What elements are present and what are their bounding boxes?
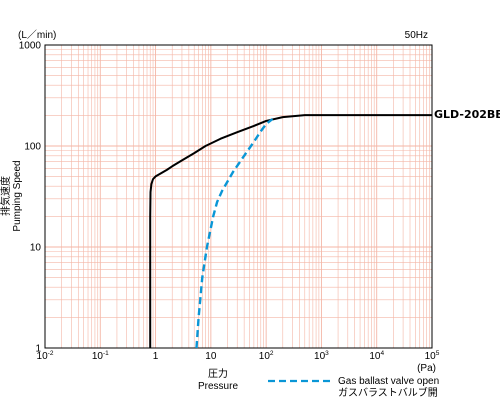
- x-axis-title-en: Pressure: [198, 381, 238, 392]
- legend-label-en: Gas ballast valve open: [338, 376, 439, 387]
- x-axis-ticks: 10-2 10-1 1 10 102 103 104 105: [37, 350, 440, 362]
- x-tick-label: 105: [425, 350, 440, 362]
- x-tick-label: 10-2: [37, 350, 54, 362]
- x-unit-label: (Pa): [417, 363, 436, 374]
- y-axis-title-en: Pumping Speed: [12, 160, 23, 231]
- x-tick-label: 1: [153, 351, 159, 362]
- y-tick-label: 10: [30, 243, 42, 254]
- series-lines: [149, 114, 432, 349]
- y-axis-title: 排気速度 Pumping Speed: [0, 160, 23, 231]
- legend: Gas ballast valve open ガスバラストバルブ開: [268, 376, 439, 399]
- y-unit-label: (L／min): [18, 29, 56, 41]
- series-label-gld-202bb: GLD-202BB: [434, 108, 500, 121]
- x-axis-title-ja: 圧力: [208, 367, 228, 380]
- y-tick-label: 1: [35, 344, 41, 355]
- y-axis-ticks: 1000 100 10 1: [19, 41, 42, 355]
- x-tick-label: 10: [205, 351, 217, 362]
- plot-frame: [44, 44, 433, 349]
- y-tick-label: 1000: [19, 41, 42, 52]
- y-tick-label: 100: [24, 142, 41, 153]
- x-tick-label: 102: [259, 350, 274, 362]
- y-axis-title-ja: 排気速度: [0, 176, 12, 216]
- x-tick-label: 10-1: [92, 350, 109, 362]
- series-line-gas-ballast: [195, 118, 274, 349]
- x-tick-label: 103: [314, 350, 329, 362]
- frequency-label: 50Hz: [405, 30, 428, 41]
- x-tick-label: 104: [369, 350, 384, 362]
- series-line-gld-202bb: [149, 114, 432, 348]
- chart-grid: [45, 45, 432, 348]
- legend-label-ja: ガスバラストバルブ開: [338, 386, 438, 399]
